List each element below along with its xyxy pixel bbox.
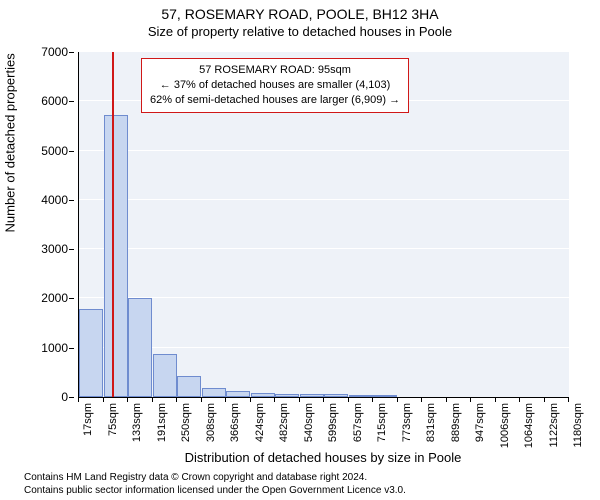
- x-tick-mark: [152, 397, 153, 402]
- y-tick-label: 0: [61, 390, 68, 404]
- x-tick-label: 424sqm: [254, 403, 266, 442]
- x-tick-mark: [495, 397, 496, 402]
- annotation-line3: 62% of semi-detached houses are larger (…: [150, 93, 400, 108]
- x-tick-mark: [323, 397, 324, 402]
- gridline: [79, 150, 569, 151]
- gridline: [79, 199, 569, 200]
- chart-container: 57, ROSEMARY ROAD, POOLE, BH12 3HA Size …: [0, 0, 600, 500]
- gridline: [79, 51, 569, 52]
- x-tick-label: 482sqm: [278, 403, 290, 442]
- annotation-box: 57 ROSEMARY ROAD: 95sqm ← 37% of detache…: [141, 58, 409, 113]
- y-tick-mark: [69, 200, 74, 201]
- x-tick-label: 250sqm: [180, 403, 192, 442]
- y-tick-label: 5000: [41, 144, 68, 158]
- gridline: [79, 248, 569, 249]
- annotation-line1: 57 ROSEMARY ROAD: 95sqm: [150, 63, 400, 78]
- x-tick-label: 1006sqm: [499, 403, 511, 448]
- bar: [104, 115, 128, 397]
- main-title: 57, ROSEMARY ROAD, POOLE, BH12 3HA: [0, 0, 600, 22]
- bar: [153, 354, 177, 397]
- x-axis-label: Distribution of detached houses by size …: [78, 450, 568, 465]
- x-tick-mark: [225, 397, 226, 402]
- x-tick-mark: [372, 397, 373, 402]
- x-tick-label: 17sqm: [82, 403, 94, 436]
- x-tick-label: 657sqm: [352, 403, 364, 442]
- bar: [79, 309, 103, 397]
- x-tick-label: 1064sqm: [523, 403, 535, 448]
- x-tick-label: 308sqm: [205, 403, 217, 442]
- copyright-line2: Contains public sector information licen…: [24, 485, 406, 498]
- x-tick-mark: [470, 397, 471, 402]
- x-axis: 17sqm 75sqm 133sqm 191sqm 250sqm 308sqm 366sqm…: [78, 397, 568, 455]
- x-tick-mark: [201, 397, 202, 402]
- x-tick-mark: [348, 397, 349, 402]
- x-tick-label: 599sqm: [327, 403, 339, 442]
- x-tick-label: 947sqm: [474, 403, 486, 442]
- x-tick-mark: [519, 397, 520, 402]
- x-tick-label: 1180sqm: [572, 403, 584, 447]
- x-tick-label: 773sqm: [401, 403, 413, 442]
- x-tick-label: 75sqm: [107, 403, 119, 436]
- x-tick-mark: [446, 397, 447, 402]
- x-tick-mark: [544, 397, 545, 402]
- y-tick-mark: [69, 101, 74, 102]
- annotation-line2: ← 37% of detached houses are smaller (4,…: [150, 78, 400, 93]
- x-tick-mark: [568, 397, 569, 402]
- x-tick-label: 831sqm: [425, 403, 437, 442]
- x-tick-mark: [421, 397, 422, 402]
- x-tick-mark: [397, 397, 398, 402]
- copyright-line1: Contains HM Land Registry data © Crown c…: [24, 472, 406, 485]
- x-tick-label: 1122sqm: [548, 403, 560, 447]
- gridline: [79, 297, 569, 298]
- y-tick-mark: [69, 397, 74, 398]
- bar: [177, 376, 201, 397]
- y-tick-label: 3000: [41, 242, 68, 256]
- y-tick-mark: [69, 249, 74, 250]
- x-tick-mark: [250, 397, 251, 402]
- y-axis: 01000200030004000500060007000: [0, 52, 74, 397]
- y-tick-label: 7000: [41, 45, 68, 59]
- x-tick-mark: [127, 397, 128, 402]
- x-tick-label: 540sqm: [303, 403, 315, 442]
- x-tick-mark: [103, 397, 104, 402]
- x-tick-mark: [78, 397, 79, 402]
- x-tick-label: 191sqm: [156, 403, 168, 442]
- marker-line: [112, 52, 114, 397]
- y-tick-label: 4000: [41, 193, 68, 207]
- x-tick-label: 133sqm: [131, 403, 143, 442]
- x-tick-label: 715sqm: [376, 403, 388, 442]
- y-tick-mark: [69, 348, 74, 349]
- sub-title: Size of property relative to detached ho…: [0, 22, 600, 39]
- y-tick-label: 1000: [41, 341, 68, 355]
- gridline: [79, 347, 569, 348]
- x-tick-mark: [176, 397, 177, 402]
- y-tick-label: 6000: [41, 94, 68, 108]
- copyright: Contains HM Land Registry data © Crown c…: [24, 472, 406, 497]
- x-tick-mark: [299, 397, 300, 402]
- bar: [128, 298, 152, 397]
- bar: [202, 388, 226, 397]
- y-tick-mark: [69, 298, 74, 299]
- x-tick-label: 889sqm: [450, 403, 462, 442]
- y-tick-label: 2000: [41, 291, 68, 305]
- plot-area: 57 ROSEMARY ROAD: 95sqm ← 37% of detache…: [78, 52, 569, 398]
- y-tick-mark: [69, 151, 74, 152]
- x-tick-mark: [274, 397, 275, 402]
- y-tick-mark: [69, 52, 74, 53]
- x-tick-label: 366sqm: [229, 403, 241, 442]
